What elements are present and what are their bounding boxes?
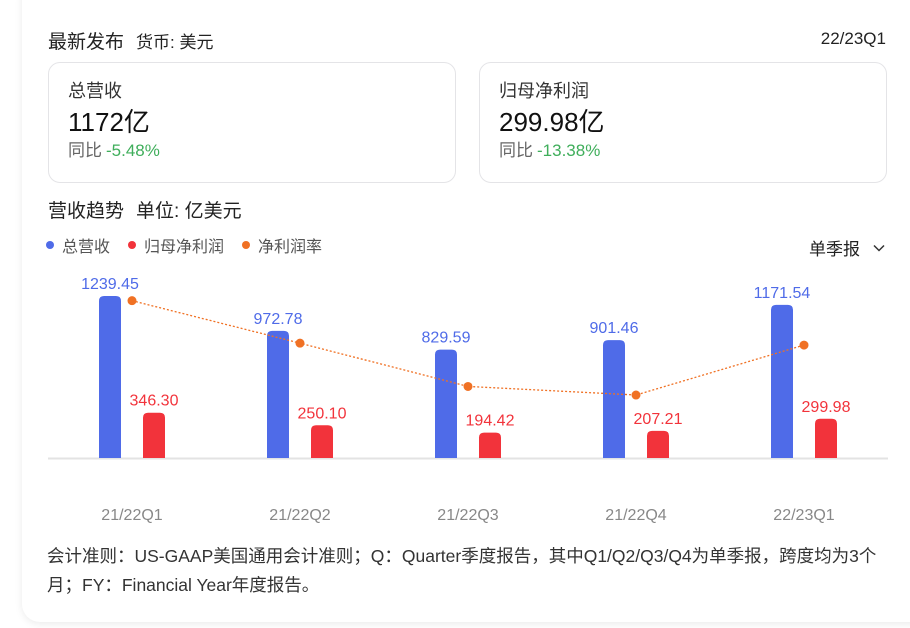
x-tick-label: 21/22Q4 — [605, 507, 666, 524]
bar-revenue[interactable] — [435, 349, 457, 458]
kpi-label: 总营收 — [68, 81, 122, 101]
bar-net-profit[interactable] — [647, 430, 669, 458]
margin-line — [131, 300, 805, 396]
margin-point[interactable] — [295, 338, 305, 348]
margin-point[interactable] — [631, 390, 641, 400]
bar-value-label: 901.46 — [590, 320, 639, 337]
chart-legend: 总营收 归母净利润 净利润率 — [46, 233, 322, 257]
x-tick-label: 21/22Q2 — [269, 507, 330, 524]
legend-label: 归母净利润 — [144, 239, 225, 256]
bar-value-label: 346.30 — [130, 393, 179, 410]
bar-revenue[interactable] — [771, 304, 793, 458]
yoy-label: 同比 — [68, 141, 102, 160]
kpi-card-revenue: 总营收 1172亿 同比 -5.48% — [48, 62, 456, 183]
x-tick-label: 21/22Q1 — [101, 507, 162, 524]
chevron-down-icon — [873, 244, 885, 252]
period-type-value: 单季报 — [809, 240, 860, 259]
kpi-label: 归母净利润 — [499, 81, 589, 101]
kpi-value: 299.98亿 — [499, 107, 605, 137]
kpi-value: 1172亿 — [68, 107, 150, 137]
legend-item-margin[interactable]: 净利润率 — [242, 233, 322, 257]
bar-value-label: 207.21 — [634, 411, 683, 428]
kpi-yoy: 同比 -5.48% — [68, 140, 436, 162]
bar-revenue[interactable] — [603, 340, 625, 458]
latest-release-header: 最新发布 货币: 美元 — [48, 27, 213, 54]
bar-value-label: 829.59 — [422, 330, 471, 347]
legend-dot-icon — [128, 241, 137, 249]
currency-label: 货币: 美元 — [136, 33, 214, 52]
trend-header: 营收趋势 单位: 亿美元 — [48, 196, 242, 223]
kpi-yoy: 同比 -13.38% — [499, 140, 867, 162]
bar-value-label: 250.10 — [298, 405, 347, 422]
period-type-dropdown[interactable]: 单季报 — [809, 235, 886, 260]
revenue-trend-chart: 1239.45 346.30 21/22Q1 972.78 250.10 21/22Q2 8… — [48, 276, 888, 524]
margin-point[interactable] — [127, 296, 137, 306]
financial-summary-card — [22, 0, 910, 622]
x-tick-label: 21/22Q3 — [437, 507, 498, 524]
bar-value-label: 1171.54 — [754, 285, 811, 302]
legend-item-revenue[interactable]: 总营收 — [46, 233, 110, 257]
trend-title: 营收趋势 — [48, 201, 125, 222]
trend-unit: 单位: 亿美元 — [136, 201, 242, 222]
legend-dot-icon — [46, 241, 54, 249]
yoy-value: -5.48% — [106, 141, 160, 160]
legend-label: 净利润率 — [258, 239, 323, 256]
report-period: 22/23Q1 — [820, 29, 886, 48]
accounting-footnote: 会计准则：US-GAAP美国通用会计准则；Q：Quarter季度报告，其中Q1/… — [47, 546, 877, 595]
bar-net-profit[interactable] — [479, 432, 501, 458]
legend-dot-icon — [242, 241, 251, 249]
bar-value-label: 972.78 — [254, 311, 303, 328]
bar-net-profit[interactable] — [815, 418, 837, 458]
margin-point[interactable] — [463, 381, 473, 391]
section-title: 最新发布 — [48, 32, 125, 53]
bar-value-label: 194.42 — [466, 413, 515, 430]
kpi-card-net-profit: 归母净利润 299.98亿 同比 -13.38% — [479, 62, 887, 183]
bar-revenue[interactable] — [267, 330, 289, 458]
yoy-label: 同比 — [499, 141, 533, 160]
yoy-value: -13.38% — [537, 141, 601, 160]
bar-net-profit[interactable] — [311, 425, 333, 458]
legend-label: 总营收 — [62, 239, 111, 256]
bar-revenue[interactable] — [99, 296, 121, 458]
x-tick-label: 22/23Q1 — [773, 507, 834, 524]
bar-value-label: 1239.45 — [81, 276, 139, 293]
legend-item-net-profit[interactable]: 归母净利润 — [128, 233, 224, 257]
bar-net-profit[interactable] — [143, 412, 165, 458]
bar-value-label: 299.98 — [802, 399, 851, 416]
margin-point[interactable] — [799, 340, 809, 350]
